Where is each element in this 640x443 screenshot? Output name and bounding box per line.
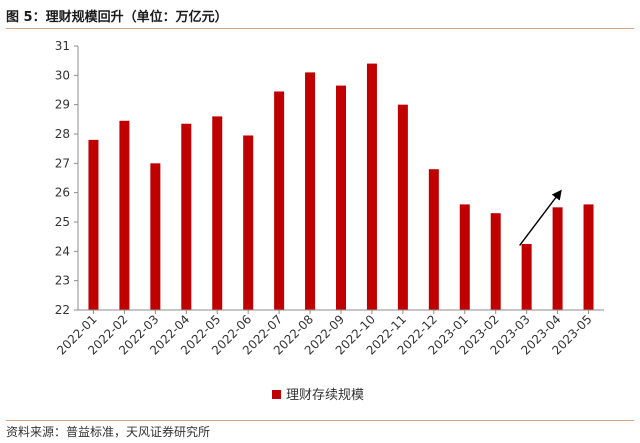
bar-2023-02 [490, 213, 501, 310]
trend-arrow-line [519, 189, 562, 246]
y-tick-label: 24 [55, 244, 70, 258]
bar-2023-05 [583, 204, 594, 310]
legend-label: 理财存续规模 [286, 388, 364, 403]
trend-arrow [519, 189, 562, 246]
bar-2022-01 [88, 139, 99, 310]
y-tick-label: 30 [55, 68, 70, 82]
y-axis: 22 23 24 25 26 27 28 29 30 31 [55, 39, 79, 317]
source-note: 资料来源：普益标准，天风证券研究所 [6, 425, 211, 439]
y-tick-label: 26 [55, 186, 70, 200]
legend: 理财存续规模 [272, 388, 364, 403]
bottom-divider [6, 420, 634, 421]
bar-2022-11 [397, 104, 408, 311]
bars [88, 63, 594, 311]
bar-2022-07 [274, 91, 285, 310]
y-tick-label: 23 [55, 274, 70, 288]
y-tick-label: 29 [55, 98, 70, 112]
bar-2022-08 [305, 72, 316, 311]
bar-2023-04 [552, 207, 563, 310]
bar-2022-04 [181, 123, 192, 310]
bar-2022-06 [243, 135, 254, 310]
y-tick-label: 27 [55, 156, 70, 170]
bar-2022-03 [150, 163, 161, 310]
legend-swatch [272, 390, 281, 399]
bar-2022-10 [366, 63, 377, 310]
bar-2022-09 [336, 85, 346, 310]
bar-2022-05 [212, 116, 223, 311]
top-divider [6, 28, 634, 29]
bar-2023-01 [459, 204, 470, 310]
bar-chart: 22 23 24 25 26 27 28 29 30 31 2022-012022-022022-… [54, 39, 604, 403]
bar-2023-03 [521, 244, 532, 310]
y-tick-label: 22 [55, 303, 70, 317]
chart-title: 图 5：理财规模回升（单位：万亿元） [6, 10, 228, 25]
y-tick-label: 25 [55, 215, 70, 229]
y-tick-label: 28 [55, 127, 70, 141]
bar-2022-12 [428, 169, 439, 310]
y-tick-label: 31 [55, 39, 70, 53]
bar-2022-02 [119, 120, 130, 310]
x-axis: 2022-012022-022022-032022-042022-052022-… [54, 309, 604, 358]
